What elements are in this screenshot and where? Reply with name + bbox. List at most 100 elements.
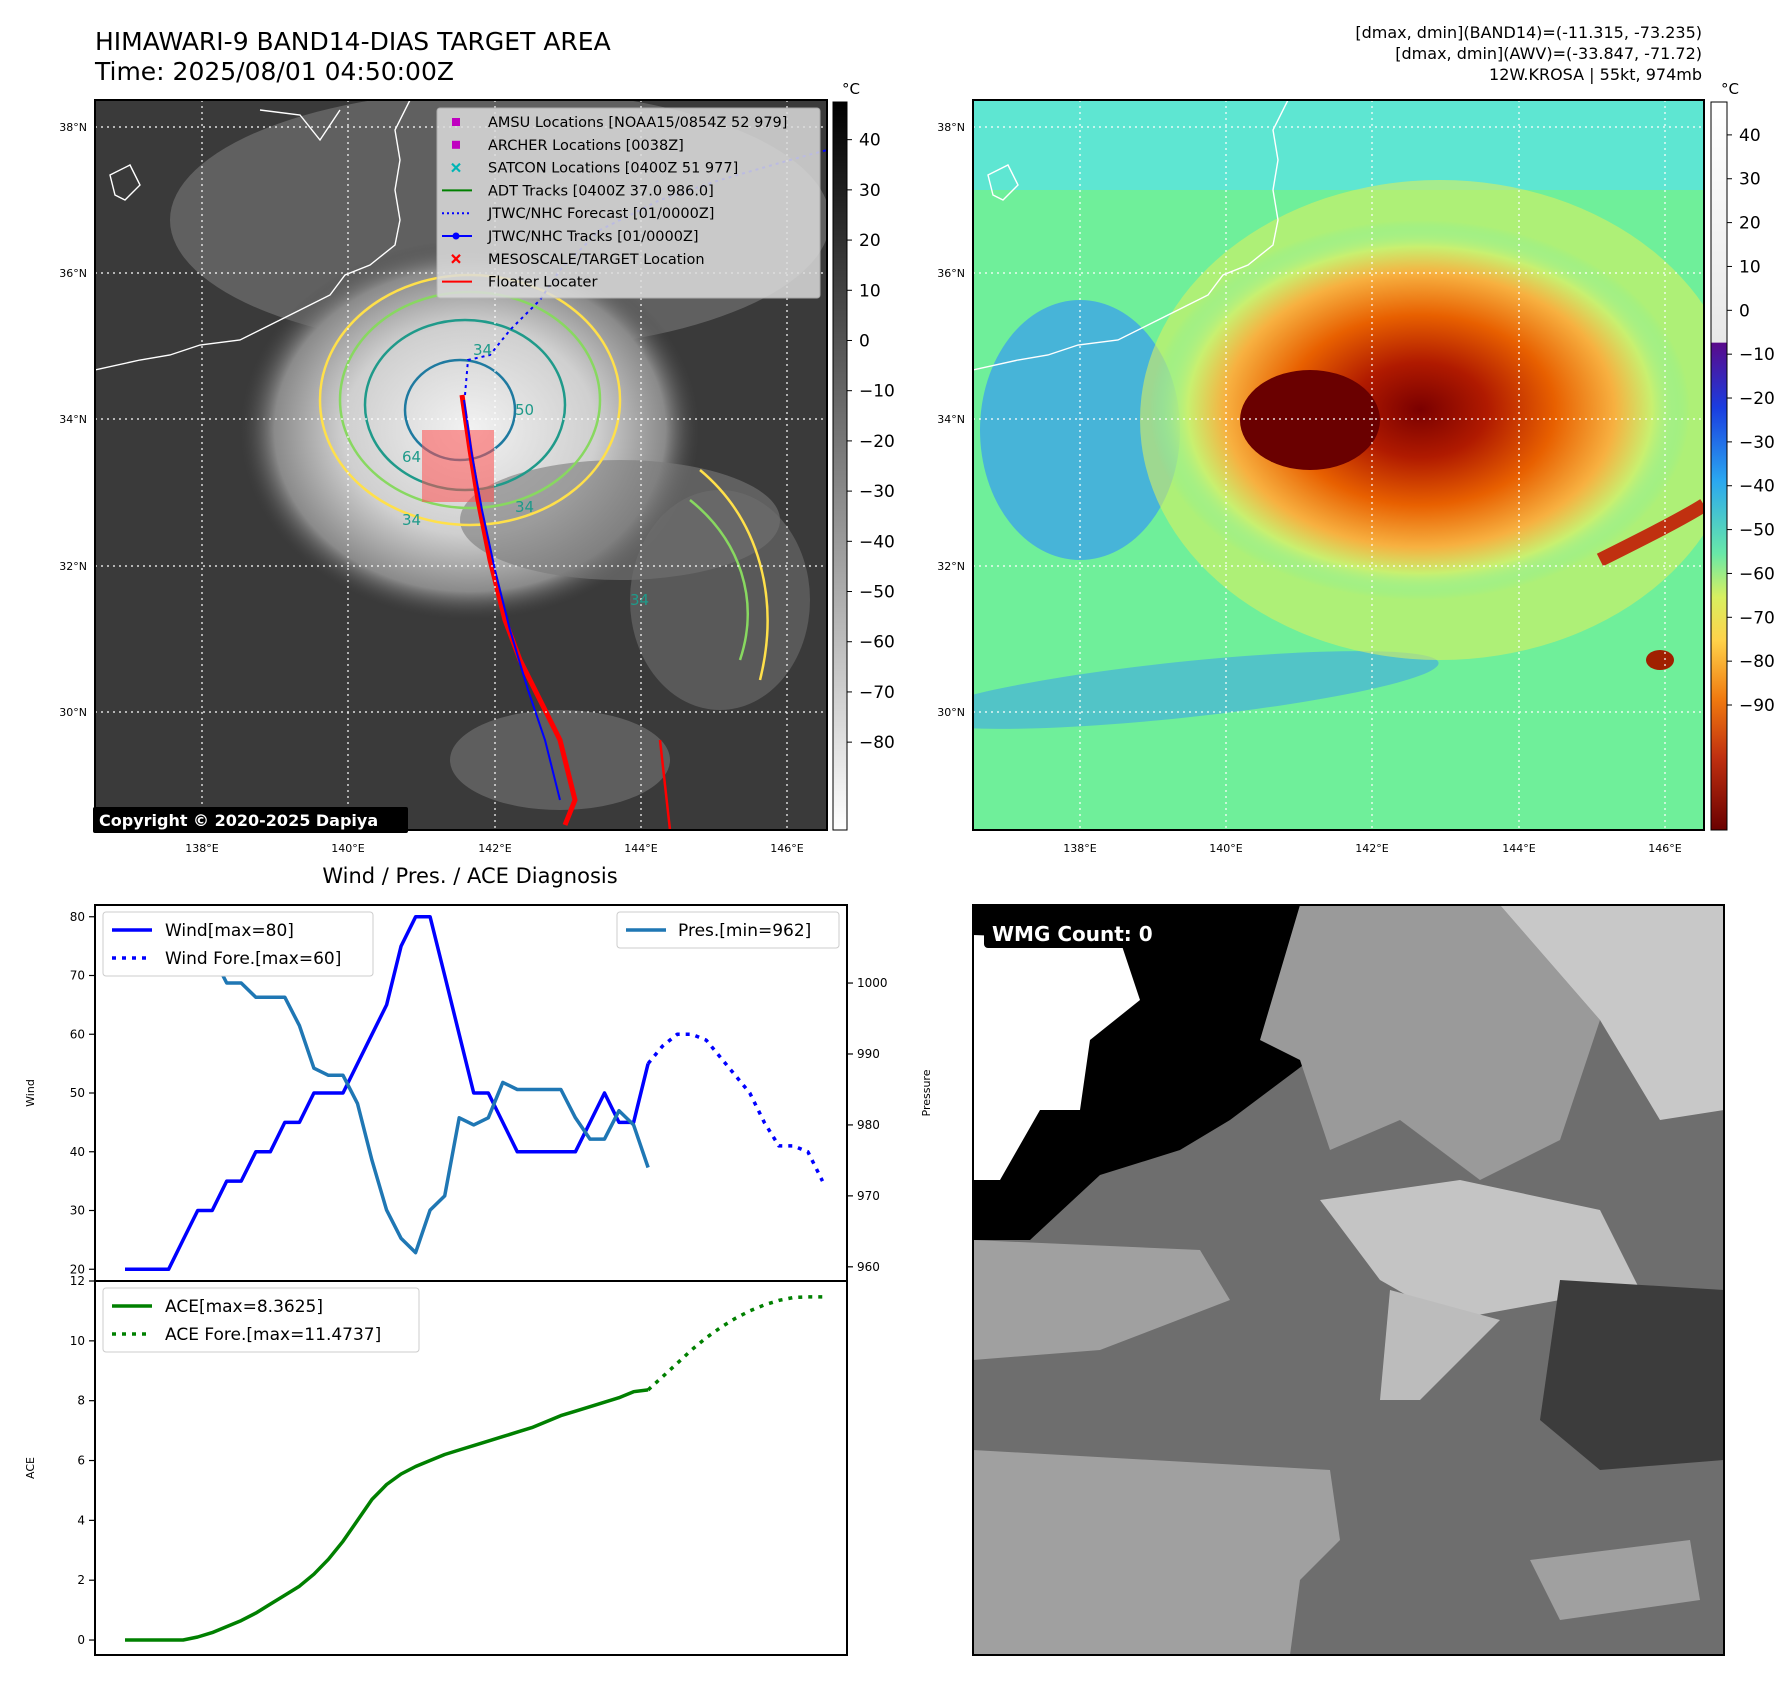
svg-text:38°N: 38°N bbox=[59, 121, 87, 134]
legend-x-icon bbox=[451, 162, 461, 173]
svg-text:34°N: 34°N bbox=[59, 413, 87, 426]
copyright-box bbox=[93, 807, 408, 833]
svg-text:146°E: 146°E bbox=[770, 842, 803, 855]
svg-text:Wind[max=80]: Wind[max=80] bbox=[165, 921, 294, 941]
legend-row: JTWC/NHC Forecast [01/0000Z] bbox=[442, 206, 714, 222]
colorbar-tick-label: 30 bbox=[1739, 170, 1761, 190]
axis-tick-label: 6 bbox=[77, 1454, 85, 1468]
ir-coastline bbox=[95, 100, 411, 371]
axis-tick-label: 8 bbox=[77, 1394, 85, 1408]
legend-square-icon bbox=[452, 118, 460, 126]
axis-tick-label: 2 bbox=[77, 1573, 85, 1587]
colorbar-tick-label: 20 bbox=[1739, 214, 1761, 234]
legend-label: SATCON Locations [0400Z 51 977] bbox=[488, 161, 738, 177]
colorbar-tick-label: −40 bbox=[1739, 477, 1775, 497]
colorbar-tick-label: −50 bbox=[859, 583, 895, 603]
awv-lat-labels: 38°N 36°N 34°N 32°N 30°N bbox=[937, 121, 965, 719]
axis-tick-label: 50 bbox=[70, 1086, 85, 1100]
diagnosis-title: Wind / Pres. / ACE Diagnosis bbox=[322, 864, 617, 888]
svg-text:142°E: 142°E bbox=[1355, 842, 1388, 855]
colorbar-tick-label: −80 bbox=[1739, 652, 1775, 672]
legend-label: ADT Tracks [0400Z 37.0 986.0] bbox=[488, 183, 714, 199]
svg-text:138°E: 138°E bbox=[1063, 842, 1096, 855]
awv-coastline bbox=[973, 100, 1289, 371]
axis-tick-label: 980 bbox=[857, 1118, 880, 1132]
colorbar-tick-label: −50 bbox=[1739, 521, 1775, 541]
colorbar-tick-label: 0 bbox=[1739, 301, 1750, 321]
ir-legend: AMSU Locations [NOAA15/0854Z 52 979] ARCH… bbox=[436, 107, 821, 299]
axis-tick-label: 960 bbox=[857, 1260, 880, 1274]
figure-time: Time: 2025/08/01 04:50:00Z bbox=[94, 57, 454, 86]
svg-text:ACE Fore.[max=11.4737]: ACE Fore.[max=11.4737] bbox=[165, 1325, 381, 1345]
wind-legend: Wind[max=80] Wind Fore.[max=60] bbox=[102, 911, 374, 977]
awv-map-panel: 38°N 36°N 34°N 32°N 30°N 138°E 140°E 142… bbox=[937, 99, 1705, 855]
series-line bbox=[125, 1388, 649, 1642]
svg-text:30°N: 30°N bbox=[59, 706, 87, 719]
series-line bbox=[646, 1032, 825, 1182]
colorbar-tick-label: 10 bbox=[1739, 257, 1761, 277]
legend-label: MESOSCALE/TARGET Location bbox=[488, 252, 705, 268]
colorbar-tick-label: −70 bbox=[1739, 608, 1775, 628]
svg-text:Wind Fore.[max=60]: Wind Fore.[max=60] bbox=[165, 949, 341, 969]
axis-tick-label: 80 bbox=[70, 910, 85, 924]
colorbar-tick-label: −30 bbox=[1739, 433, 1775, 453]
svg-text:34: 34 bbox=[473, 341, 492, 359]
legend-label: JTWC/NHC Tracks [01/0000Z] bbox=[487, 229, 699, 245]
colorbar-tick-label: −70 bbox=[859, 683, 895, 703]
svg-text:64: 64 bbox=[402, 448, 421, 466]
colorbar-tick-label: −30 bbox=[859, 482, 895, 502]
target-box bbox=[422, 430, 494, 502]
stats-awv: [dmax, dmin](AWV)=(-33.847, -71.72) bbox=[1395, 44, 1702, 63]
axis-tick-label: 990 bbox=[857, 1047, 880, 1061]
wind-axis-label: Wind bbox=[24, 1079, 37, 1107]
awv-storm bbox=[1150, 220, 1690, 600]
svg-text:°C: °C bbox=[1721, 80, 1739, 98]
axis-tick-label: 4 bbox=[77, 1513, 85, 1527]
storm-id: 12W.KROSA | 55kt, 974mb bbox=[1489, 65, 1702, 84]
contour-labels: 34 64 34 50 34 34 bbox=[402, 341, 649, 609]
colorbar-tick-label: 30 bbox=[859, 181, 881, 201]
pressure-legend: Pres.[min=962] bbox=[616, 911, 840, 949]
colorbar-tick-label: −90 bbox=[1739, 696, 1775, 716]
axis-tick-label: 20 bbox=[70, 1262, 85, 1276]
colorbar-tick-label: −80 bbox=[859, 733, 895, 753]
legend-row: Floater Locater bbox=[442, 275, 597, 291]
svg-text:34: 34 bbox=[630, 591, 649, 609]
awv-lon-labels: 138°E 140°E 142°E 144°E 146°E bbox=[1063, 842, 1681, 855]
legend-label: JTWC/NHC Forecast [01/0000Z] bbox=[487, 206, 714, 222]
ir-map-panel: 34 64 34 50 34 34 38°N 36°N 34°N 32°N 30… bbox=[59, 99, 828, 855]
ir-frame bbox=[94, 99, 828, 831]
legend-row: MESOSCALE/TARGET Location bbox=[451, 252, 705, 268]
colorbar-tick-label: −60 bbox=[859, 633, 895, 653]
svg-text:144°E: 144°E bbox=[1502, 842, 1535, 855]
svg-text:32°N: 32°N bbox=[59, 560, 87, 573]
jtwc-track bbox=[463, 399, 561, 801]
colorbar-tick-label: −40 bbox=[859, 532, 895, 552]
wmg-panel: WMG Count: 0 bbox=[972, 904, 1725, 1656]
legend-row: ADT Tracks [0400Z 37.0 986.0] bbox=[442, 183, 714, 199]
svg-text:138°E: 138°E bbox=[185, 842, 218, 855]
svg-text:50: 50 bbox=[515, 401, 534, 419]
wmg-count-box bbox=[984, 918, 1154, 948]
legend-square-icon bbox=[452, 140, 460, 149]
ace-legend: ACE[max=8.3625] ACE Fore.[max=11.4737] bbox=[102, 1287, 420, 1353]
ir-colorbar: °C 40 30 20 10 0 −10 −20 −30 −40 −50 −60 −70 −80 bbox=[832, 80, 895, 831]
colorbar-tick-label: 40 bbox=[859, 131, 881, 151]
axis-tick-label: 40 bbox=[70, 1145, 85, 1159]
legend-dot-icon bbox=[452, 232, 460, 240]
svg-text:140°E: 140°E bbox=[331, 842, 364, 855]
axis-tick-label: 970 bbox=[857, 1189, 880, 1203]
svg-text:36°N: 36°N bbox=[59, 267, 87, 280]
legend-x-icon bbox=[451, 254, 461, 264]
axis-tick-label: 30 bbox=[70, 1204, 85, 1218]
colorbar-tick-label: −60 bbox=[1739, 564, 1775, 584]
svg-text:Pres.[min=962]: Pres.[min=962] bbox=[678, 921, 811, 941]
series-line bbox=[646, 1295, 823, 1392]
colorbar-tick-label: 20 bbox=[859, 231, 881, 251]
ir-lat-labels: 38°N 36°N 34°N 32°N 30°N bbox=[59, 121, 87, 719]
svg-text:32°N: 32°N bbox=[937, 560, 965, 573]
legend-row: AMSU Locations [NOAA15/0854Z 52 979] bbox=[452, 115, 787, 131]
stats-band14: [dmax, dmin](BAND14)=(-11.315, -73.235) bbox=[1355, 23, 1702, 42]
colorbar-tick-label: 10 bbox=[859, 281, 881, 301]
